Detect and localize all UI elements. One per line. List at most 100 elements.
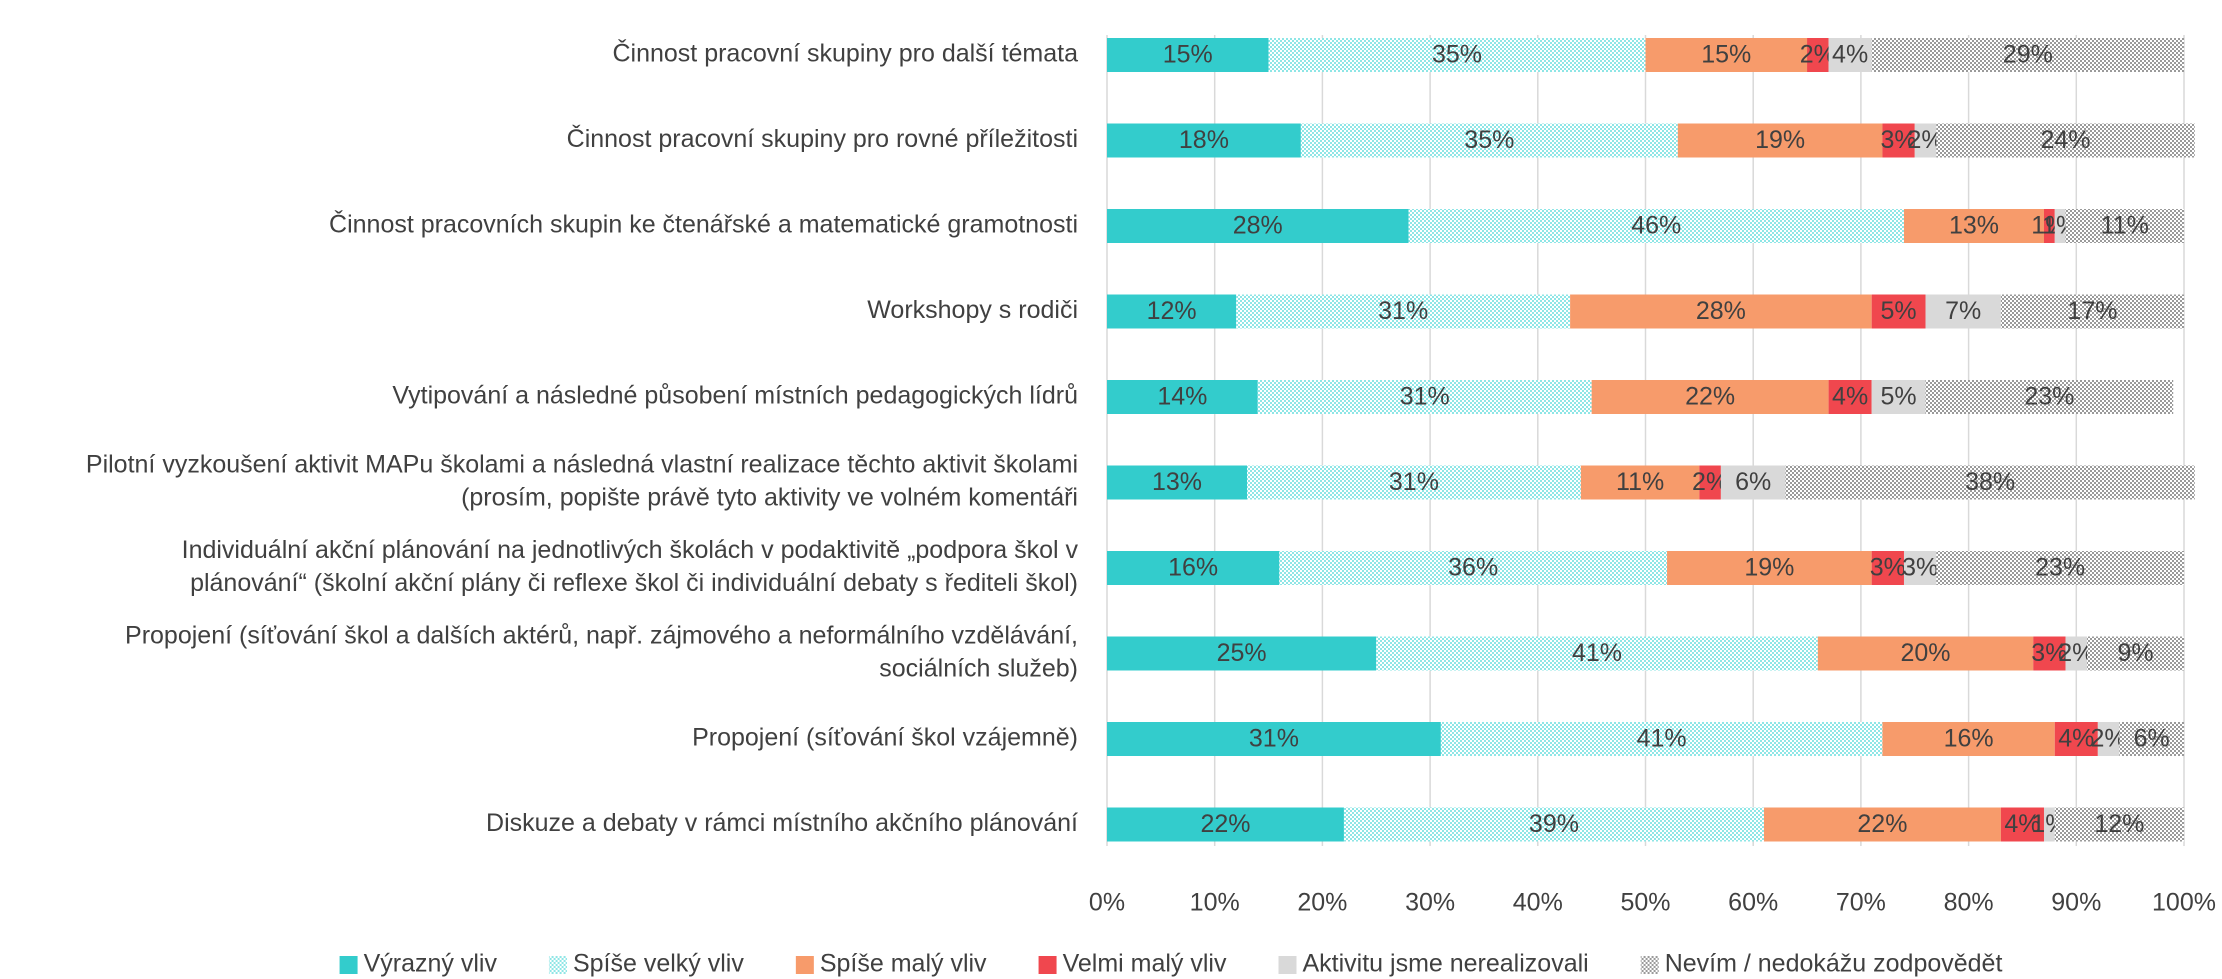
category-label: Činnost pracovní skupiny pro další témat… [612, 39, 1078, 68]
category-label: (prosím, popište právě tyto aktivity ve … [461, 484, 1078, 512]
legend-label: Výrazný vliv [364, 950, 498, 978]
data-label: 25% [1217, 639, 1267, 667]
bar-segment [1699, 465, 1721, 500]
data-label: 6% [1735, 468, 1771, 496]
bar-segment [1677, 123, 1883, 158]
data-label: 11% [1616, 468, 1664, 496]
x-tick-label: 70% [1836, 889, 1886, 917]
category-label: Workshopy s rodiči [867, 296, 1078, 324]
bar-segment [1925, 380, 2174, 414]
category-label: Propojení (síťování škol vzájemně) [692, 724, 1078, 752]
bar-segment [1107, 551, 1280, 585]
data-label: 3% [1881, 126, 1917, 154]
bar-segment [2054, 807, 2184, 842]
data-label: 22% [1200, 810, 1250, 838]
data-label: 16% [1168, 554, 1218, 582]
bar-segment [1925, 294, 2001, 329]
x-tick-label: 80% [1944, 889, 1994, 917]
bar-segment [1247, 465, 1581, 500]
bar-segment [1903, 209, 2044, 243]
data-label: 5% [1881, 297, 1917, 325]
bar-segment [1107, 380, 1258, 414]
data-label: 3% [1902, 554, 1938, 582]
category-label: Činnost pracovních skupin ke čtenářské a… [329, 210, 1078, 239]
data-label: 4% [1832, 41, 1868, 69]
bar-segment [1936, 551, 2184, 585]
bar-segment [1828, 38, 1872, 72]
data-label: 41% [1572, 639, 1622, 667]
data-label: 31% [1378, 297, 1428, 325]
bar-segment [1107, 209, 1409, 243]
x-tick-label: 60% [1728, 889, 1778, 917]
data-label: 31% [1389, 468, 1439, 496]
data-label: 4% [2004, 810, 2040, 838]
data-label: 23% [2035, 554, 2085, 582]
data-label: 5% [1881, 383, 1917, 411]
bar-segment [1720, 465, 1786, 500]
data-label: 28% [1233, 212, 1283, 240]
legend-swatch [1038, 956, 1057, 974]
legend-swatch [1278, 956, 1297, 974]
bar-segment [2000, 294, 2184, 329]
bar-segment [2087, 636, 2184, 671]
data-label: 17% [2067, 297, 2117, 325]
bar-segment [2065, 209, 2184, 243]
x-tick-label: 50% [1620, 889, 1670, 917]
legend-swatch [339, 956, 358, 974]
category-label: Vytipování a následné působení místních … [392, 382, 1078, 410]
x-tick-label: 40% [1513, 889, 1563, 917]
bar-segment [2065, 636, 2088, 671]
data-label: 15% [1163, 41, 1213, 69]
category-label: Činnost pracovní skupiny pro rovné příle… [567, 124, 1078, 153]
category-label: Propojení (síťování škol a dalších aktér… [125, 622, 1078, 650]
bar-segment [1107, 722, 1441, 756]
data-label: 31% [1400, 383, 1450, 411]
bar-segment [1903, 551, 1937, 585]
data-label: 13% [1152, 468, 1202, 496]
data-label: 6% [2134, 725, 2170, 753]
category-label: Diskuze a debaty v rámci místního akčníh… [486, 809, 1078, 837]
data-label: 35% [1432, 41, 1482, 69]
category-label: Pilotní vyzkoušení aktivit MAPu školami … [86, 451, 1078, 479]
data-label: 36% [1448, 554, 1498, 582]
bar-segment [2054, 722, 2098, 756]
data-label: 14% [1157, 383, 1207, 411]
bar-segment [1236, 294, 1571, 329]
data-label: 4% [2058, 725, 2094, 753]
data-label: 19% [1744, 554, 1794, 582]
data-label: 15% [1701, 41, 1751, 69]
legend-label: Velmi malý vliv [1063, 950, 1227, 978]
data-label: 22% [1857, 810, 1907, 838]
bar-segment [1376, 636, 1818, 671]
bar-segment [1580, 465, 1700, 500]
bar-segment [1871, 551, 1904, 585]
bar-segment [1807, 38, 1829, 72]
bar-segment [1107, 294, 1237, 329]
bar-segment [1279, 551, 1668, 585]
data-label: 38% [1965, 468, 2015, 496]
data-label: 31% [1249, 725, 1299, 753]
bar-segment [1936, 123, 2195, 158]
bar-segment [1763, 807, 2001, 842]
data-label: 35% [1464, 126, 1514, 154]
bar-segment [1882, 123, 1915, 158]
bar-segment [1667, 551, 1872, 585]
legend-label: Spíše velký vliv [573, 950, 744, 978]
bar-segment [1785, 465, 2195, 500]
legend-label: Spíše malý vliv [820, 950, 987, 978]
bar-segment [1817, 636, 2034, 671]
bar-segment [1107, 123, 1301, 158]
legend-swatch [548, 956, 567, 974]
bar-segment [1268, 38, 1646, 72]
bar-segment [1882, 722, 2055, 756]
data-label: 41% [1637, 725, 1687, 753]
data-label: 20% [1900, 639, 1950, 667]
bar-segment [1828, 380, 1872, 414]
x-tick-label: 0% [1089, 889, 1125, 917]
bar-segment [2097, 722, 2120, 756]
bar-segment [1570, 294, 1872, 329]
x-tick-label: 90% [2051, 889, 2101, 917]
data-label: 22% [1685, 383, 1735, 411]
bar-segment [1107, 807, 1344, 842]
